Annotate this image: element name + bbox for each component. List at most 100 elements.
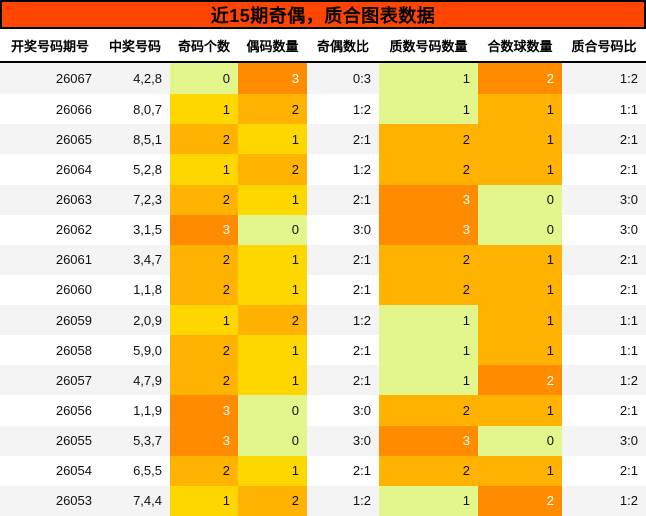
- cell-winning-numbers: 2,0,9: [133, 312, 162, 328]
- column-header-prime-composite-ratio: 质合号码比: [562, 29, 646, 63]
- cell-prime-count-heat: 3: [379, 214, 478, 245]
- cell-period: 26065: [55, 131, 92, 147]
- cell-prime-composite-ratio: 2:1: [619, 252, 638, 268]
- cell-even-count-heat: 0: [238, 395, 307, 426]
- table-row: 26062 3,1,5 3 0 3:0 3 0 3:0: [0, 214, 646, 245]
- cell-odd-even-ratio: 0:3: [352, 71, 371, 87]
- cell-winning-numbers: 7,2,3: [133, 192, 162, 208]
- cell-prime-composite-ratio: 3:0: [619, 192, 638, 208]
- cell-prime-count-heat: 1: [379, 305, 478, 336]
- cell-odd-even-ratio: 1:2: [352, 312, 371, 328]
- cell-composite-count-heat: 0: [478, 214, 562, 245]
- cell-odd-count-heat: 2: [170, 274, 238, 306]
- cell-odd-even-ratio: 1:2: [352, 101, 371, 117]
- cell-period: 26058: [55, 342, 92, 358]
- cell-odd-count-heat: 0: [170, 62, 238, 95]
- cell-prime-count-heat: 2: [379, 274, 478, 306]
- cell-period: 26060: [55, 282, 92, 298]
- cell-odd-count-heat: 2: [170, 244, 238, 275]
- table-row: 26054 6,5,5 2 1 2:1 2 1 2:1: [0, 455, 646, 486]
- chart-title-bar: 近15期奇偶，质合图表数据: [0, 0, 646, 29]
- cell-prime-composite-ratio: 2:1: [619, 161, 638, 177]
- cell-odd-even-ratio: 2:1: [352, 192, 371, 208]
- cell-odd-count-heat: 2: [170, 365, 238, 396]
- cell-odd-even-ratio: 2:1: [352, 131, 371, 147]
- column-header-period: 开奖号码期号: [0, 29, 100, 63]
- table-row: 26067 4,2,8 0 3 0:3 1 2 1:2: [0, 62, 646, 95]
- table-row: 26058 5,9,0 2 1 2:1 1 1 1:1: [0, 335, 646, 366]
- cell-prime-count-heat: 2: [379, 124, 478, 155]
- cell-prime-composite-ratio: 2:1: [619, 131, 638, 147]
- cell-prime-count-heat: 1: [379, 365, 478, 396]
- cell-odd-count-heat: 2: [170, 124, 238, 155]
- cell-prime-count-heat: 3: [379, 425, 478, 456]
- column-header-even-count: 偶码数量: [238, 29, 307, 63]
- cell-period: 26062: [55, 222, 92, 238]
- cell-prime-count-heat: 2: [379, 154, 478, 185]
- cell-prime-composite-ratio: 1:2: [619, 493, 638, 509]
- cell-period: 26067: [55, 71, 92, 87]
- cell-prime-composite-ratio: 2:1: [619, 402, 638, 418]
- cell-period: 26061: [55, 252, 92, 268]
- cell-period: 26053: [55, 493, 92, 509]
- cell-composite-count-heat: 1: [478, 335, 562, 366]
- odd-even-prime-composite-table: 开奖号码期号 中奖号码 奇码个数 偶码数量 奇偶数比 质数号码数量 合数球数量 …: [0, 29, 646, 516]
- cell-even-count-heat: 0: [238, 214, 307, 245]
- cell-even-count-heat: 2: [238, 94, 307, 125]
- cell-odd-even-ratio: 2:1: [352, 463, 371, 479]
- cell-odd-even-ratio: 3:0: [352, 402, 371, 418]
- cell-prime-composite-ratio: 2:1: [619, 282, 638, 298]
- cell-even-count-heat: 1: [238, 124, 307, 155]
- cell-odd-even-ratio: 2:1: [352, 342, 371, 358]
- cell-composite-count-heat: 1: [478, 94, 562, 125]
- table-row: 26060 1,1,8 2 1 2:1 2 1 2:1: [0, 274, 646, 306]
- table-row: 26053 7,4,4 1 2 1:2 1 2 1:2: [0, 485, 646, 516]
- cell-odd-count-heat: 1: [170, 305, 238, 336]
- cell-composite-count-heat: 2: [478, 365, 562, 396]
- cell-even-count-heat: 2: [238, 154, 307, 185]
- cell-prime-count-heat: 2: [379, 244, 478, 275]
- cell-composite-count-heat: 2: [478, 62, 562, 95]
- cell-odd-even-ratio: 1:2: [352, 161, 371, 177]
- cell-winning-numbers: 1,1,8: [133, 282, 162, 298]
- cell-prime-composite-ratio: 1:2: [619, 71, 638, 87]
- column-header-composite-count: 合数球数量: [478, 29, 562, 63]
- cell-odd-even-ratio: 1:2: [352, 493, 371, 509]
- cell-composite-count-heat: 1: [478, 274, 562, 306]
- cell-odd-count-heat: 1: [170, 94, 238, 125]
- cell-odd-count-heat: 2: [170, 184, 238, 215]
- cell-prime-composite-ratio: 1:1: [619, 101, 638, 117]
- cell-even-count-heat: 1: [238, 244, 307, 275]
- cell-composite-count-heat: 0: [478, 425, 562, 456]
- cell-winning-numbers: 5,9,0: [133, 342, 162, 358]
- cell-even-count-heat: 2: [238, 305, 307, 336]
- table-row: 26065 8,5,1 2 1 2:1 2 1 2:1: [0, 124, 646, 155]
- cell-odd-count-heat: 3: [170, 425, 238, 456]
- cell-composite-count-heat: 1: [478, 124, 562, 155]
- cell-period: 26054: [55, 463, 92, 479]
- cell-period: 26064: [55, 161, 92, 177]
- cell-prime-composite-ratio: 2:1: [619, 463, 638, 479]
- column-header-odd-count: 奇码个数: [170, 29, 238, 63]
- cell-period: 26056: [55, 402, 92, 418]
- cell-even-count-heat: 2: [238, 485, 307, 516]
- cell-prime-count-heat: 3: [379, 184, 478, 215]
- column-header-prime-count: 质数号码数量: [379, 29, 478, 63]
- cell-winning-numbers: 4,2,8: [133, 71, 162, 87]
- cell-composite-count-heat: 1: [478, 455, 562, 486]
- cell-even-count-heat: 1: [238, 455, 307, 486]
- table-row: 26064 5,2,8 1 2 1:2 2 1 2:1: [0, 154, 646, 185]
- cell-prime-composite-ratio: 1:2: [619, 372, 638, 388]
- cell-odd-even-ratio: 2:1: [352, 282, 371, 298]
- table-body: 26067 4,2,8 0 3 0:3 1 2 1:2 26066 8,0,7 1 2 1:2 1 1 1:1…: [0, 62, 646, 516]
- cell-odd-even-ratio: 3:0: [352, 433, 371, 449]
- cell-prime-composite-ratio: 1:1: [619, 312, 638, 328]
- cell-odd-even-ratio: 2:1: [352, 372, 371, 388]
- cell-composite-count-heat: 2: [478, 485, 562, 516]
- cell-prime-count-heat: 2: [379, 395, 478, 426]
- column-header-odd-even-ratio: 奇偶数比: [307, 29, 379, 63]
- cell-winning-numbers: 8,0,7: [133, 101, 162, 117]
- cell-even-count-heat: 3: [238, 62, 307, 95]
- cell-prime-count-heat: 1: [379, 94, 478, 125]
- cell-even-count-heat: 1: [238, 274, 307, 306]
